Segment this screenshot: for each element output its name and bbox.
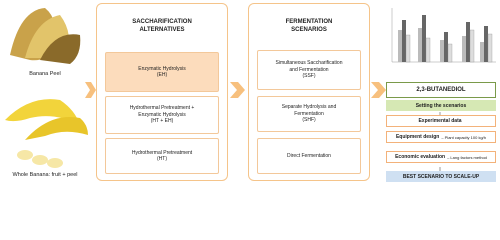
option-box: Separate Hydrolysis and Fermentation (SHF… [257, 96, 361, 132]
step-label: Experimental data [418, 118, 462, 124]
whole-banana-image [5, 99, 88, 168]
step-detail: – Plant capacity 100 kg/h [441, 134, 487, 140]
option-abbr: (SSF) [302, 73, 316, 80]
option-abbr: (SHF) [302, 117, 316, 124]
option-abbr: (HT + EH) [150, 118, 174, 125]
option-box: Hydrothermal Pretreatment (HT) [105, 138, 219, 174]
option-name: Separate Hydrolysis and Fermentation [281, 104, 337, 117]
image-label: Whole Banana: fruit + peel [12, 172, 78, 178]
arrow [85, 82, 96, 98]
option-name: Enzymatic Hydrolysis [138, 65, 186, 72]
image-label: Banana Peel [29, 71, 61, 77]
column-title: SACCHARIFICATION ALTERNATIVES [132, 19, 192, 33]
column-title: FERMENTATION SCENARIOS [285, 19, 333, 33]
option-abbr: (HT) [157, 156, 167, 162]
option-box: Hydrothermal Pretreatment + Enzymatic Hy… [105, 96, 219, 134]
arrow [230, 82, 245, 98]
banana-peel-image [10, 8, 81, 64]
column-box: SACCHARIFICATION ALTERNATIVES Enzymatic H… [96, 3, 228, 181]
option-name: Simultaneous Saccharification and Fermen… [275, 60, 343, 73]
conclusion-band: BEST SCENARIO TO SCALE-UP [386, 171, 496, 182]
option-name: Direct Fermentation [287, 152, 331, 159]
setting-band: Setting the scenarios [386, 100, 496, 111]
step-box: Equipment design – Plant capacity 100 kg/… [386, 131, 496, 143]
option-box: Enzymatic Hydrolysis (EH) [105, 52, 219, 92]
step-label: Equipment design [395, 134, 440, 140]
page: Banana Peel Whole Banana: fruit + peel S… [5, 3, 496, 182]
thumbnail-chart [391, 8, 496, 63]
column-box: FERMENTATION SCENARIOS Simultaneous Sacch… [248, 3, 370, 181]
option-box: Direct Fermentation [257, 138, 361, 174]
step-box: Economic evaluation – Lang factors method [386, 151, 496, 163]
step-detail: – Lang factors method [447, 154, 487, 160]
option-box: Simultaneous Saccharification and Fermen… [257, 50, 361, 90]
step-label: Economic evaluation [395, 154, 446, 160]
step-box: Experimental data [386, 115, 496, 127]
decoration [5, 8, 496, 171]
arrow [371, 82, 386, 98]
product-box: 2,3-BUTANEDIOL [386, 82, 496, 98]
option-abbr: (EH) [156, 72, 168, 78]
option-name: Hydrothermal Pretreatment [131, 149, 193, 156]
option-name: Hydrothermal Pretreatment + Enzymatic Hy… [129, 105, 195, 118]
